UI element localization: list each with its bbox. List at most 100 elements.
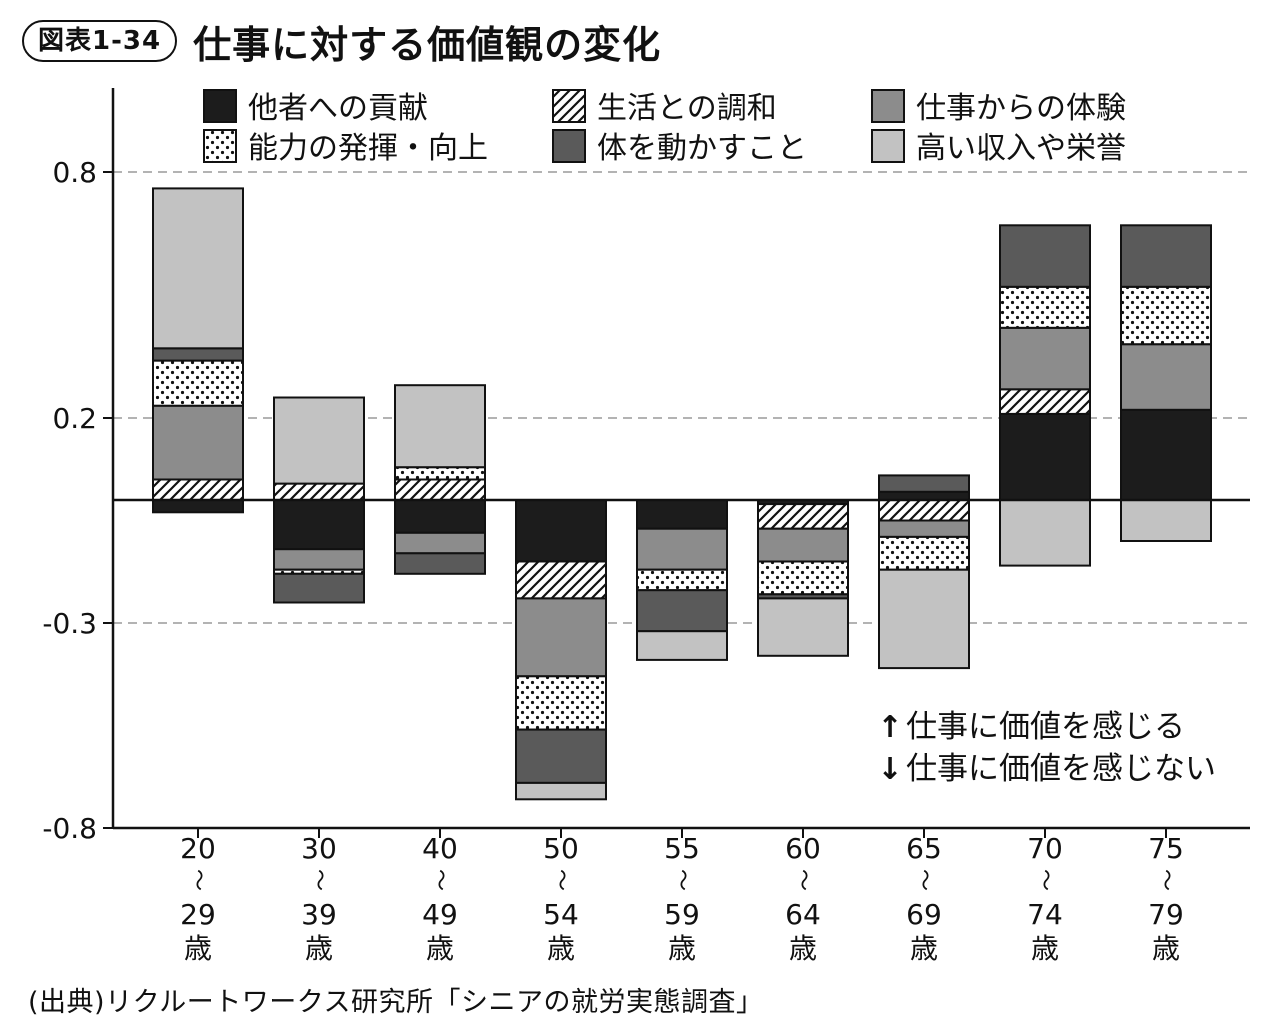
legend-label: 仕事からの体験 xyxy=(916,91,1126,126)
bar-segment-physical xyxy=(394,552,486,575)
x-tick-label: 70 xyxy=(1027,832,1063,865)
bar-segment-physical xyxy=(1120,224,1212,288)
x-tick-label: 60 xyxy=(785,832,821,865)
legend-swatch xyxy=(552,129,586,163)
bar-segment-physical xyxy=(636,589,728,633)
x-tick-label: 65 xyxy=(906,832,942,865)
x-tick-label: 歳 xyxy=(1031,932,1059,965)
bar-segment-experience xyxy=(999,326,1091,391)
bar-segment-ability xyxy=(394,466,486,481)
bar-segment-experience xyxy=(636,527,728,571)
legend-label: 他者への貢献 xyxy=(248,91,428,126)
x-tick-label: 69 xyxy=(906,898,942,931)
annotation-arrow: ↑ xyxy=(877,710,902,745)
legend-item-income: 高い収入や栄誉 xyxy=(871,129,1126,166)
legend-swatch xyxy=(871,129,905,163)
bar-stack xyxy=(394,384,486,575)
y-tick-label: 0.2 xyxy=(52,402,97,435)
bar-segment-income xyxy=(636,630,728,661)
legend-label: 高い収入や栄誉 xyxy=(916,131,1126,166)
bar-segment-experience xyxy=(1120,343,1212,411)
bar-segment-experience xyxy=(273,548,365,571)
x-tick-label: 〜 xyxy=(790,869,815,891)
legend-item-ability: 能力の発揮・向上 xyxy=(203,129,488,166)
bar-segment-income xyxy=(394,384,486,469)
bar-segment-harmony xyxy=(999,388,1091,415)
x-tick-label: 歳 xyxy=(305,932,333,965)
x-tick-label: 54 xyxy=(543,898,579,931)
x-tick-label: 〜 xyxy=(1032,869,1057,891)
bar-segment-ability xyxy=(757,560,849,596)
bar-stack xyxy=(1120,224,1212,542)
bar-segment-physical xyxy=(515,728,607,784)
x-tick-label: 59 xyxy=(664,898,700,931)
bar-stack xyxy=(999,224,1091,567)
x-tick-label: 〜 xyxy=(427,869,452,891)
x-tick-label: 40 xyxy=(422,832,458,865)
bar-segment-contribution xyxy=(999,412,1091,501)
annotation-text: 仕事に価値を感じない xyxy=(906,751,1216,787)
figure-label: 図表1-34 xyxy=(22,20,178,62)
y-tick-label: -0.8 xyxy=(42,812,97,845)
bar-segment-experience xyxy=(515,597,607,678)
x-tick-label: 歳 xyxy=(547,932,575,965)
x-tick-label: 29 xyxy=(180,898,216,931)
bar-segment-income xyxy=(999,499,1091,567)
x-tick-label: 79 xyxy=(1148,898,1184,931)
legend-swatch xyxy=(203,89,237,123)
bar-segment-physical xyxy=(999,224,1091,288)
annotation-arrow: ↓ xyxy=(877,752,902,787)
legend-label: 体を動かすこと xyxy=(597,131,807,166)
x-tick-label: 〜 xyxy=(911,869,936,891)
x-axis: 20〜29歳30〜39歳40〜49歳50〜54歳55〜59歳60〜64歳65〜6… xyxy=(180,828,1184,965)
y-tick-label: -0.3 xyxy=(42,607,97,640)
annotation-text: 仕事に価値を感じる xyxy=(906,709,1185,745)
bar-segment-income xyxy=(757,597,849,657)
y-axis: 0.8 0.2 -0.3 -0.8 xyxy=(42,156,113,845)
bar-segment-harmony xyxy=(152,478,244,501)
legend-label: 生活との調和 xyxy=(597,91,777,126)
x-tick-label: 75 xyxy=(1148,832,1184,865)
bar-segment-ability xyxy=(999,285,1091,329)
annotations: ↑ 仕事に価値を感じる↓ 仕事に価値を感じない xyxy=(877,709,1216,787)
bar-segment-harmony xyxy=(515,560,607,600)
bars xyxy=(152,187,1212,801)
x-tick-label: 64 xyxy=(785,898,821,931)
x-tick-label: 歳 xyxy=(184,932,212,965)
bar-stack xyxy=(152,187,244,514)
bar-segment-physical xyxy=(273,572,365,604)
bar-segment-income xyxy=(1120,499,1212,542)
x-tick-label: 39 xyxy=(301,898,337,931)
bar-segment-contribution xyxy=(394,499,486,534)
bar-segment-ability xyxy=(515,675,607,731)
bar-segment-experience xyxy=(152,404,244,481)
legend-item-experience: 仕事からの体験 xyxy=(871,89,1126,126)
legend-item-contribution: 他者への貢献 xyxy=(203,89,428,126)
bar-segment-income xyxy=(152,187,244,350)
x-tick-label: 55 xyxy=(664,832,700,865)
bar-segment-ability xyxy=(152,359,244,407)
bar-segment-experience xyxy=(394,531,486,555)
bar-segment-contribution xyxy=(1120,408,1212,501)
bar-stack xyxy=(878,474,970,670)
x-tick-label: 〜 xyxy=(1153,869,1178,891)
bar-segment-experience xyxy=(878,519,970,538)
stacked-bar-chart: 0.80.2-0.3-0.8 20〜29歳30〜39歳40〜49歳50〜54歳5… xyxy=(42,88,1250,965)
bar-segment-ability xyxy=(1120,285,1212,346)
bar-segment-physical xyxy=(878,474,970,493)
x-tick-label: 30 xyxy=(301,832,337,865)
legend-swatch xyxy=(871,89,905,123)
bar-segment-harmony xyxy=(394,478,486,501)
bar-segment-contribution xyxy=(152,499,244,514)
x-tick-label: 49 xyxy=(422,898,458,931)
x-tick-label: 〜 xyxy=(669,869,694,891)
legend-swatch xyxy=(203,129,237,163)
bar-segment-income xyxy=(515,781,607,801)
x-tick-label: 〜 xyxy=(548,869,573,891)
bar-segment-ability xyxy=(636,568,728,592)
bar-segment-income xyxy=(273,396,365,485)
x-tick-label: 74 xyxy=(1027,898,1063,931)
bar-segment-income xyxy=(878,568,970,670)
bar-segment-harmony xyxy=(273,482,365,502)
bar-segment-physical xyxy=(152,347,244,362)
